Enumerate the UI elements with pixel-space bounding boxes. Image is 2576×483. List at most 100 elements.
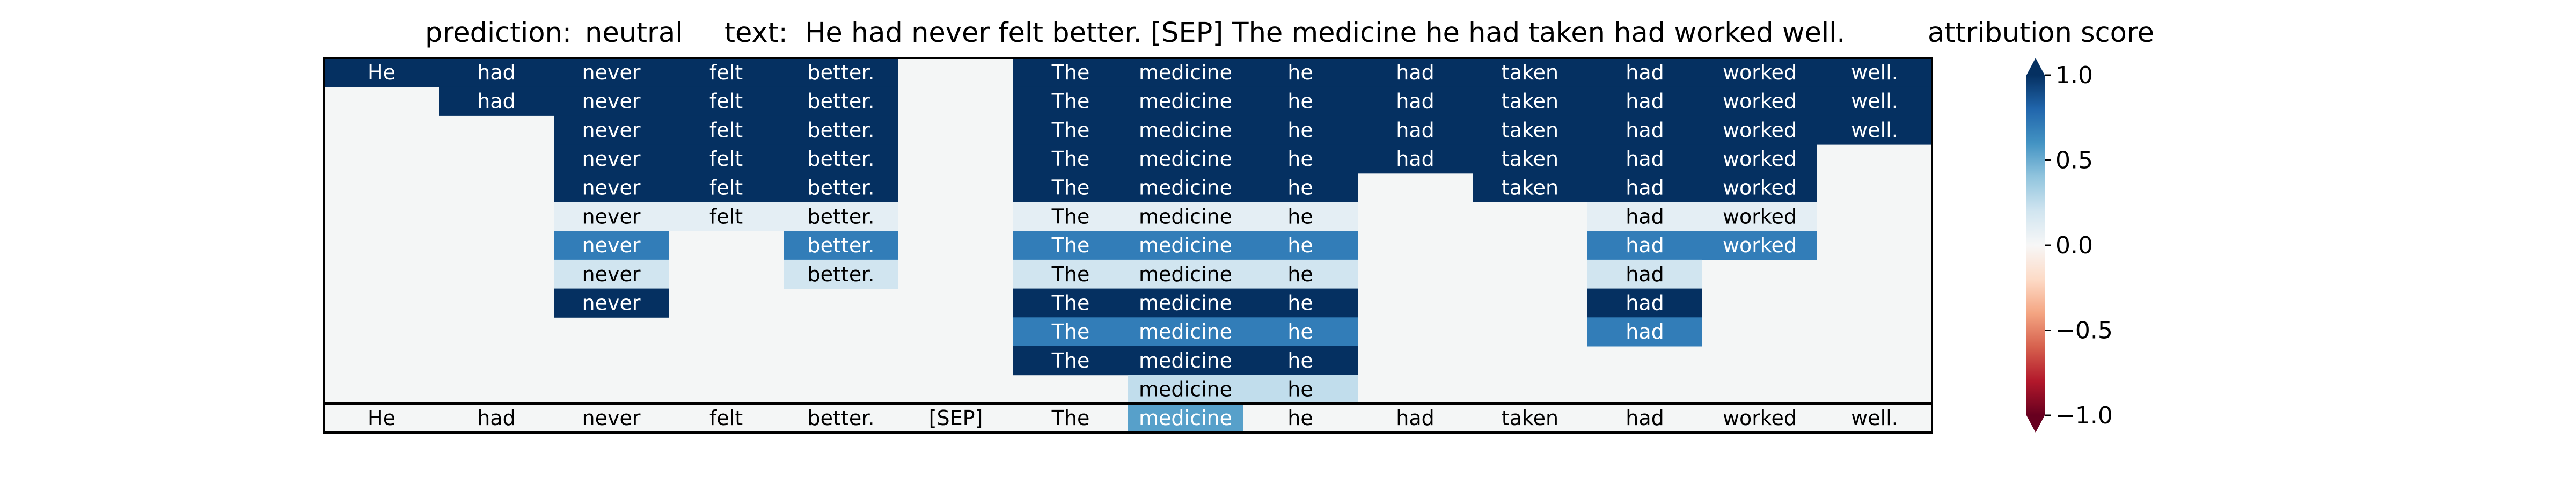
heatmap-cell-label: better. [808, 61, 875, 84]
heatmap-cell-label: worked [1723, 61, 1797, 84]
heatmap-cell-label: had [1626, 262, 1664, 286]
heatmap-cell-label: never [582, 118, 641, 142]
heatmap-cell-label: he [1287, 90, 1313, 113]
heatmap-cell-label: medicine [1139, 349, 1232, 372]
heatmap-cell [1013, 346, 1128, 376]
text-value: He had never felt better. [SEP] The medi… [805, 17, 1846, 49]
colorbar-ticks: 1.0 0.5 0.0 −0.5 −1.0 [2045, 62, 2113, 429]
heatmap-cell-label: worked [1723, 176, 1797, 200]
heatmap-cell [554, 58, 669, 87]
heatmap-cell [669, 144, 784, 174]
heatmap-cell-label: felt [709, 176, 743, 200]
heatmap-cell-label: worked [1723, 233, 1797, 257]
heatmap-cell-label: medicine [1139, 262, 1232, 286]
heatmap-cell [1702, 173, 1817, 202]
heatmap-cell-label: had [1396, 118, 1435, 142]
heatmap-cell-label: never [582, 90, 641, 113]
heatmap-cell [1243, 317, 1358, 347]
heatmap-cell [1587, 115, 1702, 145]
heatmap-cell [1013, 58, 1128, 87]
text-label: text: [724, 17, 788, 49]
summary-token-label: felt [709, 406, 743, 430]
heatmap-cell-label: felt [709, 61, 743, 84]
heatmap-cell [1128, 259, 1243, 289]
heatmap-cell [669, 86, 784, 116]
heatmap-cell [1702, 86, 1817, 116]
colorbar-tick-label: −1.0 [2055, 402, 2113, 429]
prediction-value: neutral [585, 17, 683, 49]
heatmap-cell-label: had [477, 90, 516, 113]
colorbar-top-arrow [2026, 58, 2045, 75]
heatmap-cell [1013, 202, 1128, 231]
heatmap-cell [1243, 144, 1358, 174]
heatmap-cell-label: well. [1851, 61, 1898, 84]
heatmap-cell [1587, 259, 1702, 289]
heatmap-cell-label: he [1287, 118, 1313, 142]
heatmap-cell-label: had [1396, 61, 1435, 84]
summary-token-label: had [1626, 406, 1664, 430]
heatmap-cell [554, 231, 669, 260]
heatmap-cell [554, 86, 669, 116]
heatmap-cell-label: had [477, 61, 516, 84]
heatmap-cell [1243, 173, 1358, 202]
heatmap-cell-label: The [1051, 147, 1090, 171]
heatmap-cell-label: worked [1723, 147, 1797, 171]
heatmap-cell-label: The [1051, 320, 1090, 343]
heatmap-cell [1243, 115, 1358, 145]
heatmap-cell-label: he [1287, 176, 1313, 200]
heatmap-cell [1013, 115, 1128, 145]
heatmap-cell-label: he [1287, 320, 1313, 343]
heatmap-cell [1587, 58, 1702, 87]
colorbar-bottom-arrow [2026, 415, 2045, 433]
heatmap-cell [1243, 375, 1358, 404]
heatmap-cell [1702, 58, 1817, 87]
heatmap-cell [1128, 375, 1243, 404]
heatmap-cell-label: never [582, 147, 641, 171]
summary-cell [1128, 404, 1243, 433]
heatmap-cell [324, 58, 439, 87]
heatmap-cell-label: had [1626, 147, 1664, 171]
summary-token-label: [SEP] [929, 406, 983, 430]
heatmap-cell [1702, 144, 1817, 174]
heatmap-cell [1128, 288, 1243, 318]
heatmap-border [323, 57, 1933, 434]
heatmap-cell-label: had [1396, 90, 1435, 113]
heatmap-cell [1243, 202, 1358, 231]
heatmap-cell [1128, 231, 1243, 260]
colorbar-tick-label: −0.5 [2055, 317, 2113, 345]
heatmap-cell [669, 202, 784, 231]
heatmap-cell-label: never [582, 204, 641, 228]
heatmap-cell [1587, 231, 1702, 260]
summary-cell [554, 404, 669, 433]
heatmap-cell-label: had [1626, 61, 1664, 84]
heatmap-cell-label: worked [1723, 90, 1797, 113]
heatmap-cell-label: The [1051, 349, 1090, 372]
heatmap-cell-label: medicine [1139, 378, 1232, 401]
heatmap-cell [1128, 115, 1243, 145]
heatmap-cell [1358, 144, 1473, 174]
heatmap-cell-label: well. [1851, 118, 1898, 142]
colorbar [2026, 75, 2045, 415]
heatmap-cell-label: he [1287, 378, 1313, 401]
heatmap-cell-label: felt [709, 90, 743, 113]
heatmap-cell [784, 202, 898, 231]
heatmap-cell [1587, 86, 1702, 116]
heatmap-cell [1702, 231, 1817, 260]
heatmap-cell [1817, 115, 1932, 145]
heatmap-cell-label: medicine [1139, 176, 1232, 200]
heatmap-cell [1013, 259, 1128, 289]
heatmap-cell-label: felt [709, 204, 743, 228]
heatmap-cell-label: medicine [1139, 61, 1232, 84]
heatmap-cell-label: well. [1851, 90, 1898, 113]
heatmap-cell [784, 259, 898, 289]
heatmap-cell-label: had [1626, 233, 1664, 257]
heatmap-cell-label: never [582, 291, 641, 314]
heatmap-cell-label: The [1051, 233, 1090, 257]
heatmap-cell [669, 115, 784, 145]
heatmap-cell [1243, 346, 1358, 376]
heatmap-cell-label: never [582, 61, 641, 84]
heatmap-cell [1128, 86, 1243, 116]
heatmap-cell-label: medicine [1139, 320, 1232, 343]
heatmap-cell-label: medicine [1139, 90, 1232, 113]
heatmap-cell-label: medicine [1139, 118, 1232, 142]
